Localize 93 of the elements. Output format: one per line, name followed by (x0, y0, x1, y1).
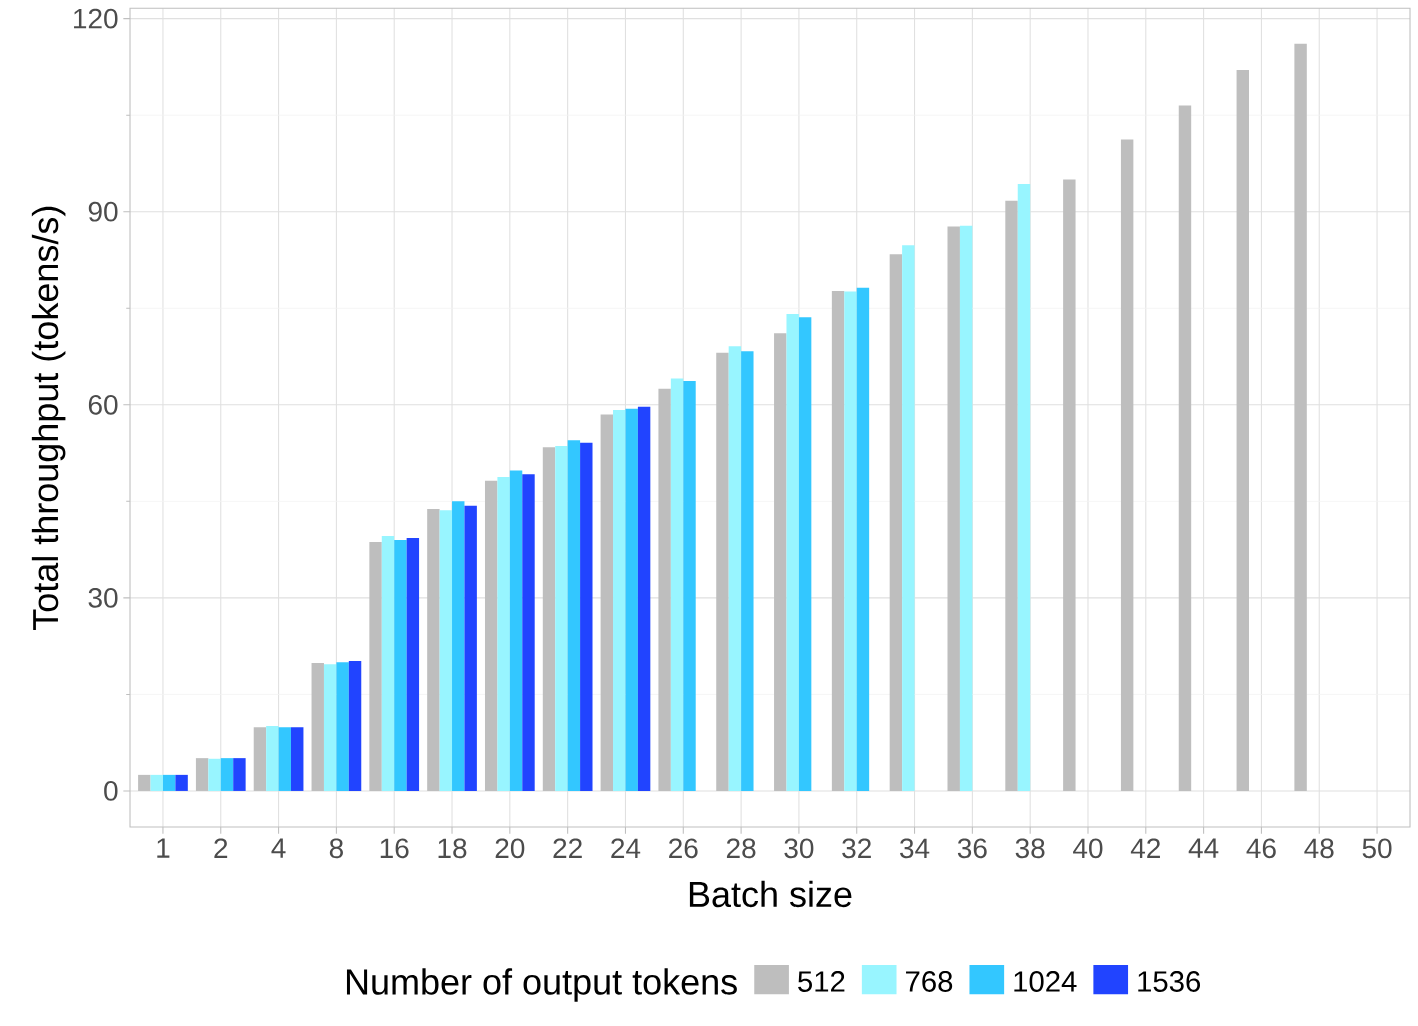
x-tick-label: 36 (957, 838, 987, 859)
bar (138, 774, 151, 791)
bar (323, 664, 337, 791)
y-axis-title: Total throughput (tokens/s) (31, 206, 66, 630)
bar (637, 406, 651, 791)
bar (856, 287, 870, 791)
bar (175, 774, 188, 791)
bar (670, 378, 684, 791)
bar (195, 758, 209, 791)
bar (844, 291, 857, 791)
bar (555, 445, 568, 791)
bar (497, 476, 510, 791)
bar (1120, 139, 1134, 791)
bar (902, 245, 915, 791)
bar (1294, 43, 1307, 791)
x-tick-label: 46 (1246, 838, 1276, 859)
bar (484, 480, 498, 791)
x-axis-title: Batch size (689, 880, 852, 908)
legend-title: Number of output tokens (346, 968, 737, 1002)
x-tick-label: 28 (726, 838, 756, 859)
x-tick-label: 2 (214, 838, 228, 858)
bar (253, 727, 267, 791)
bar (947, 226, 960, 791)
bar (774, 333, 787, 791)
bar (452, 501, 465, 791)
legend-label: 512 (798, 971, 845, 992)
bar (233, 758, 246, 791)
bar (786, 314, 799, 791)
bar (406, 538, 420, 791)
y-tick-label: 60 (88, 394, 118, 415)
x-tick-label: 4 (271, 838, 286, 858)
bar (1236, 70, 1249, 791)
legend-label: 1024 (1014, 971, 1077, 992)
bar (741, 351, 754, 791)
x-tick-label: 30 (784, 838, 814, 859)
bar (336, 662, 349, 791)
x-tick-label: 24 (611, 838, 641, 858)
x-tick-label: 22 (553, 838, 582, 858)
bar (162, 774, 176, 791)
bar (266, 725, 279, 791)
bar (220, 758, 234, 791)
bar (381, 536, 395, 791)
bar (439, 510, 453, 791)
x-tick-label: 38 (1015, 838, 1045, 859)
bar (625, 408, 638, 791)
x-tick-label: 16 (380, 838, 409, 859)
bar (542, 447, 556, 791)
bar (427, 509, 440, 791)
bar (311, 662, 324, 791)
bar (683, 380, 696, 791)
bar (150, 774, 163, 791)
bar (464, 505, 477, 791)
bar (716, 352, 729, 791)
bar (567, 440, 581, 791)
bar (394, 539, 407, 791)
bar (278, 727, 292, 791)
bar (522, 474, 535, 791)
x-tick-label: 34 (900, 838, 930, 859)
y-tick-label: 0 (104, 781, 118, 801)
bar (1005, 200, 1018, 791)
bar (208, 758, 221, 791)
bar (658, 388, 671, 791)
x-tick-label: 44 (1188, 838, 1219, 858)
bar (613, 409, 626, 791)
x-tick-label: 18 (438, 838, 467, 859)
legend-label: 768 (906, 971, 953, 992)
bar (600, 414, 614, 791)
x-tick-label: 26 (669, 838, 698, 859)
bar (1017, 184, 1031, 791)
y-tick-label: 30 (88, 587, 118, 608)
bar (728, 346, 742, 791)
x-tick-label: 32 (842, 838, 871, 859)
bar (580, 442, 593, 791)
bar (1063, 179, 1076, 791)
bar (291, 727, 304, 791)
legend-label: 1536 (1138, 971, 1201, 992)
x-tick-label: 50 (1362, 838, 1392, 859)
x-tick-label: 40 (1073, 838, 1103, 859)
bar (369, 541, 382, 791)
x-tick-label: 1 (157, 838, 170, 858)
x-tick-label: 48 (1304, 838, 1334, 859)
bar (509, 470, 523, 791)
bar (798, 317, 812, 791)
x-tick-label: 8 (329, 838, 343, 859)
bar (348, 660, 362, 791)
bar (1178, 105, 1192, 791)
y-tick-label: 90 (88, 201, 118, 222)
x-tick-label: 20 (495, 838, 525, 859)
bar (831, 290, 845, 791)
bar (959, 225, 973, 791)
y-tick-label: 120 (74, 8, 118, 29)
bar (889, 254, 903, 791)
x-tick-label: 42 (1130, 838, 1160, 858)
